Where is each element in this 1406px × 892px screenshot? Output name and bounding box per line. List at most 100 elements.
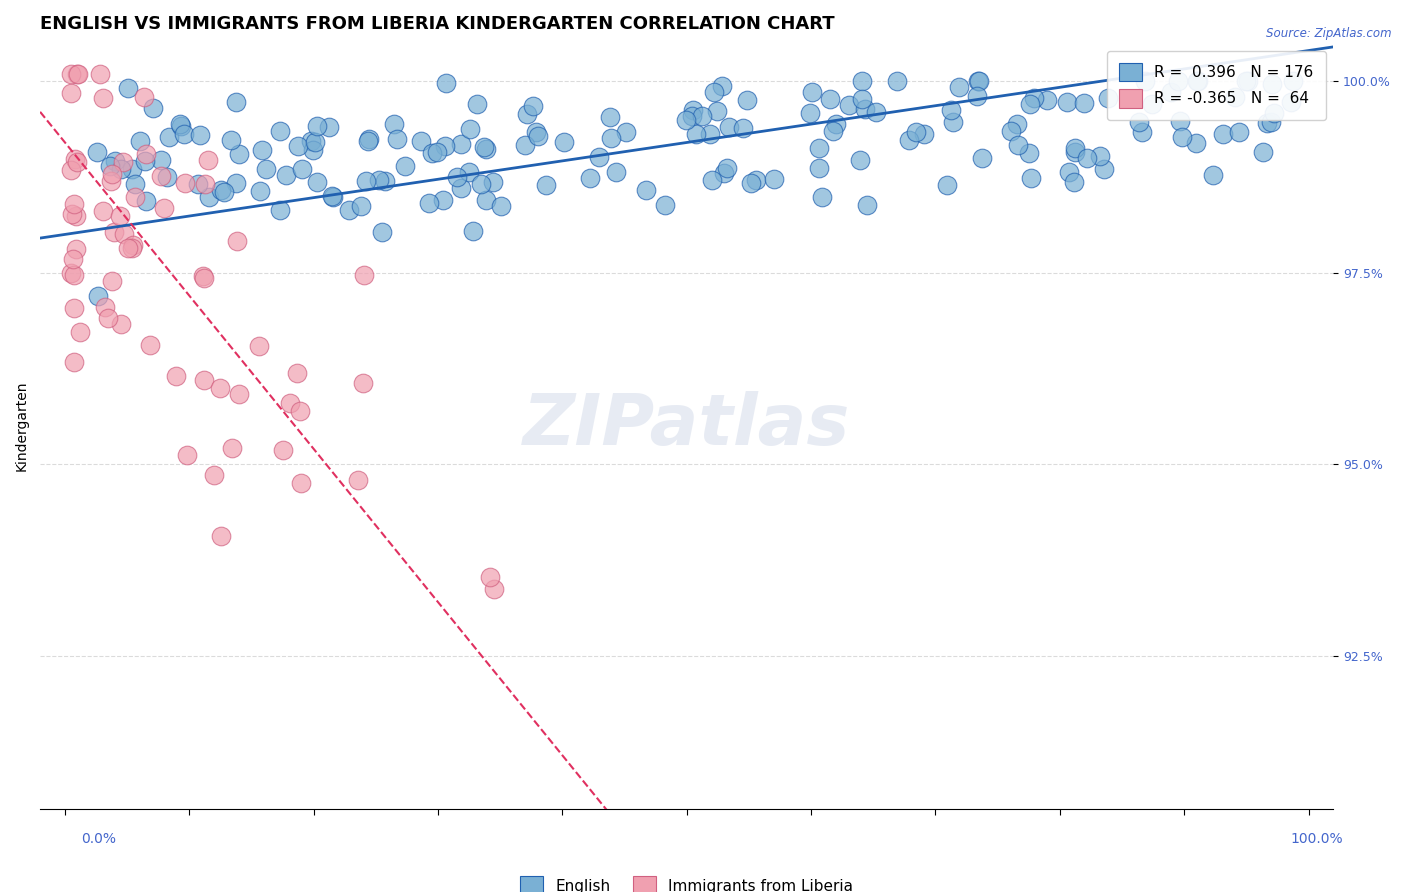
Point bbox=[1187, 74, 1209, 88]
Point bbox=[285, 366, 308, 380]
Point bbox=[702, 173, 724, 187]
Point bbox=[228, 387, 250, 401]
Point bbox=[1160, 86, 1182, 100]
Point bbox=[288, 403, 311, 417]
Point bbox=[66, 155, 89, 169]
Point bbox=[1256, 116, 1278, 130]
Point bbox=[711, 78, 734, 93]
Point bbox=[209, 381, 232, 395]
Point bbox=[1263, 106, 1285, 120]
Point bbox=[692, 109, 714, 123]
Point bbox=[745, 173, 768, 187]
Point bbox=[356, 134, 378, 148]
Text: ZIPatlas: ZIPatlas bbox=[523, 392, 851, 460]
Point bbox=[307, 119, 329, 133]
Point bbox=[967, 74, 990, 88]
Point bbox=[886, 74, 908, 88]
Point bbox=[808, 141, 831, 155]
Point bbox=[337, 202, 360, 217]
Point bbox=[187, 177, 209, 191]
Point bbox=[948, 80, 970, 95]
Point bbox=[170, 119, 193, 133]
Point bbox=[89, 66, 111, 80]
Point bbox=[307, 175, 329, 189]
Point bbox=[713, 167, 735, 181]
Point bbox=[472, 140, 495, 154]
Point bbox=[197, 153, 219, 167]
Point bbox=[63, 152, 86, 166]
Text: Source: ZipAtlas.com: Source: ZipAtlas.com bbox=[1267, 27, 1392, 40]
Text: 0.0%: 0.0% bbox=[82, 832, 117, 846]
Point bbox=[301, 134, 323, 148]
Point bbox=[470, 178, 492, 192]
Point bbox=[432, 194, 454, 208]
Point bbox=[176, 448, 198, 462]
Point bbox=[157, 129, 180, 144]
Point bbox=[513, 137, 536, 152]
Point bbox=[249, 339, 271, 353]
Point bbox=[820, 91, 842, 105]
Point bbox=[1063, 175, 1085, 189]
Point bbox=[278, 395, 301, 409]
Point bbox=[287, 139, 309, 153]
Point bbox=[188, 128, 211, 143]
Point bbox=[855, 103, 877, 117]
Point bbox=[1251, 145, 1274, 159]
Point bbox=[1171, 129, 1194, 144]
Point bbox=[139, 338, 162, 352]
Point bbox=[1128, 115, 1150, 129]
Point bbox=[1135, 74, 1157, 88]
Point bbox=[124, 178, 146, 192]
Point bbox=[418, 195, 440, 210]
Point bbox=[62, 206, 84, 220]
Point bbox=[276, 168, 298, 182]
Point bbox=[385, 132, 408, 146]
Point bbox=[100, 274, 122, 288]
Point bbox=[614, 125, 637, 139]
Point bbox=[368, 173, 391, 187]
Point bbox=[457, 165, 479, 179]
Point bbox=[524, 125, 547, 139]
Point bbox=[475, 142, 498, 156]
Point bbox=[1092, 162, 1115, 177]
Point bbox=[209, 183, 232, 197]
Point bbox=[1018, 146, 1040, 161]
Point bbox=[173, 127, 195, 141]
Legend: R =  0.396   N = 176, R = -0.365   N =  64: R = 0.396 N = 176, R = -0.365 N = 64 bbox=[1107, 51, 1326, 120]
Point bbox=[318, 120, 340, 135]
Point bbox=[66, 66, 89, 80]
Point bbox=[304, 136, 326, 150]
Point bbox=[352, 376, 374, 391]
Point bbox=[91, 91, 114, 105]
Point bbox=[1024, 91, 1046, 105]
Point bbox=[149, 169, 172, 184]
Point bbox=[250, 143, 273, 157]
Point bbox=[1063, 141, 1085, 155]
Point bbox=[63, 268, 86, 282]
Point bbox=[1260, 115, 1282, 129]
Point bbox=[269, 124, 291, 138]
Point bbox=[228, 147, 250, 161]
Point bbox=[420, 145, 443, 160]
Point bbox=[1185, 136, 1208, 150]
Point bbox=[1007, 138, 1029, 153]
Point bbox=[65, 209, 87, 223]
Point bbox=[135, 194, 157, 208]
Point bbox=[912, 127, 935, 141]
Point bbox=[588, 149, 610, 163]
Point bbox=[450, 136, 472, 151]
Point bbox=[1005, 117, 1028, 131]
Point bbox=[193, 269, 215, 284]
Point bbox=[1237, 74, 1260, 88]
Point bbox=[225, 95, 247, 110]
Point bbox=[100, 174, 122, 188]
Point bbox=[433, 138, 456, 153]
Point bbox=[382, 117, 405, 131]
Point bbox=[966, 88, 988, 103]
Point bbox=[1234, 74, 1257, 88]
Point bbox=[478, 570, 501, 584]
Point bbox=[762, 172, 785, 186]
Point bbox=[142, 101, 165, 115]
Point bbox=[269, 202, 291, 217]
Point bbox=[851, 74, 873, 88]
